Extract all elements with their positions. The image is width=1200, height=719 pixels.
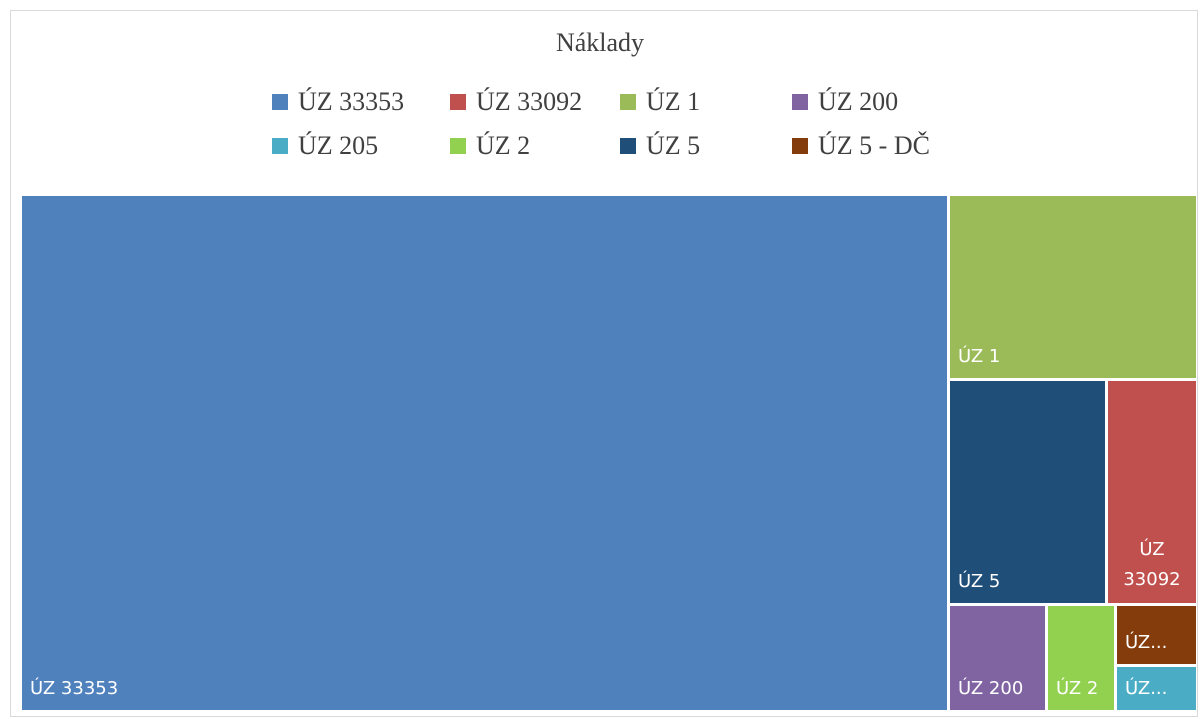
legend-item-uz33353: ÚZ 33353 — [272, 86, 450, 118]
legend-label: ÚZ 200 — [818, 87, 899, 116]
legend-label: ÚZ 5 - DČ — [818, 131, 930, 160]
legend-swatch — [272, 94, 288, 110]
legend-label: ÚZ 1 — [646, 87, 701, 116]
legend-swatch — [792, 94, 808, 110]
treemap-label-uz-5: ÚZ 5 — [958, 570, 1000, 592]
legend-label: ÚZ 33353 — [298, 87, 405, 116]
legend-label: ÚZ 5 — [646, 131, 701, 160]
treemap-label-uz-33353: ÚZ 33353 — [30, 677, 118, 699]
treemap-tile-uz-5 — [950, 381, 1105, 603]
treemap-tile-uz-33353 — [22, 196, 947, 710]
legend-label: ÚZ 2 — [476, 131, 531, 160]
legend-item-uz1: ÚZ 1 — [620, 86, 792, 118]
legend-item-uz205: ÚZ 205 — [272, 130, 450, 162]
treemap-tile-uz-33092 — [1108, 381, 1196, 603]
legend-label: ÚZ 205 — [298, 131, 379, 160]
legend-swatch — [620, 94, 636, 110]
treemap-tile-uz-1 — [950, 196, 1196, 378]
treemap-label-uz-1: ÚZ 1 — [958, 345, 1000, 367]
legend-swatch — [620, 138, 636, 154]
treemap-label-uz-205: ÚZ... — [1125, 677, 1167, 699]
legend-item-uz200: ÚZ 200 — [792, 86, 992, 118]
legend-item-uz5dc: ÚZ 5 - DČ — [792, 130, 992, 162]
treemap-tile-uz-5-dc — [1117, 606, 1196, 664]
treemap-label-uz-200: ÚZ 200 — [958, 677, 1023, 699]
legend: ÚZ 33353 ÚZ 33092 ÚZ 1 ÚZ 200 ÚZ 205 ÚZ … — [272, 86, 992, 162]
legend-label: ÚZ 33092 — [476, 87, 583, 116]
treemap-label-uz-2: ÚZ 2 — [1056, 677, 1098, 699]
legend-item-uz2: ÚZ 2 — [450, 130, 620, 162]
legend-item-uz33092: ÚZ 33092 — [450, 86, 620, 118]
legend-swatch — [450, 138, 466, 154]
treemap-tile-uz-2 — [1048, 606, 1114, 710]
treemap-tile-uz-200 — [950, 606, 1045, 710]
legend-swatch — [272, 138, 288, 154]
legend-swatch — [792, 138, 808, 154]
legend-swatch — [450, 94, 466, 110]
chart-title: Náklady — [555, 28, 645, 57]
treemap-label-uz-5-dc: ÚZ... — [1125, 631, 1167, 653]
treemap-tile-uz-205 — [1117, 667, 1196, 710]
treemap-label-uz-33092: ÚZ 33092 — [1123, 538, 1180, 590]
legend-item-uz5: ÚZ 5 — [620, 130, 792, 162]
